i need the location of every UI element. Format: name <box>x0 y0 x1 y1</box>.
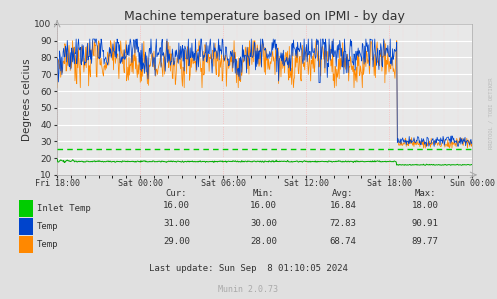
Text: 29.00: 29.00 <box>163 237 190 246</box>
Text: 28.00: 28.00 <box>250 237 277 246</box>
Text: Last update: Sun Sep  8 01:10:05 2024: Last update: Sun Sep 8 01:10:05 2024 <box>149 264 348 273</box>
Y-axis label: Degrees celcius: Degrees celcius <box>21 58 32 141</box>
Text: 90.91: 90.91 <box>412 219 438 228</box>
Text: Munin 2.0.73: Munin 2.0.73 <box>219 285 278 294</box>
Text: Inlet Temp: Inlet Temp <box>37 204 91 213</box>
Text: 31.00: 31.00 <box>163 219 190 228</box>
Text: 68.74: 68.74 <box>330 237 356 246</box>
Text: 89.77: 89.77 <box>412 237 438 246</box>
Text: Max:: Max: <box>414 189 436 198</box>
Text: 72.83: 72.83 <box>330 219 356 228</box>
Text: 18.00: 18.00 <box>412 202 438 210</box>
Text: Min:: Min: <box>252 189 274 198</box>
Text: Temp: Temp <box>37 240 59 249</box>
Text: 16.00: 16.00 <box>250 202 277 210</box>
Title: Machine temperature based on IPMI - by day: Machine temperature based on IPMI - by d… <box>124 10 405 23</box>
Text: Temp: Temp <box>37 222 59 231</box>
Text: Cur:: Cur: <box>166 189 187 198</box>
Text: RRDTOOL / TOBI OETIKER: RRDTOOL / TOBI OETIKER <box>489 78 494 150</box>
Text: 16.84: 16.84 <box>330 202 356 210</box>
Text: Avg:: Avg: <box>332 189 354 198</box>
Text: 30.00: 30.00 <box>250 219 277 228</box>
Text: 16.00: 16.00 <box>163 202 190 210</box>
